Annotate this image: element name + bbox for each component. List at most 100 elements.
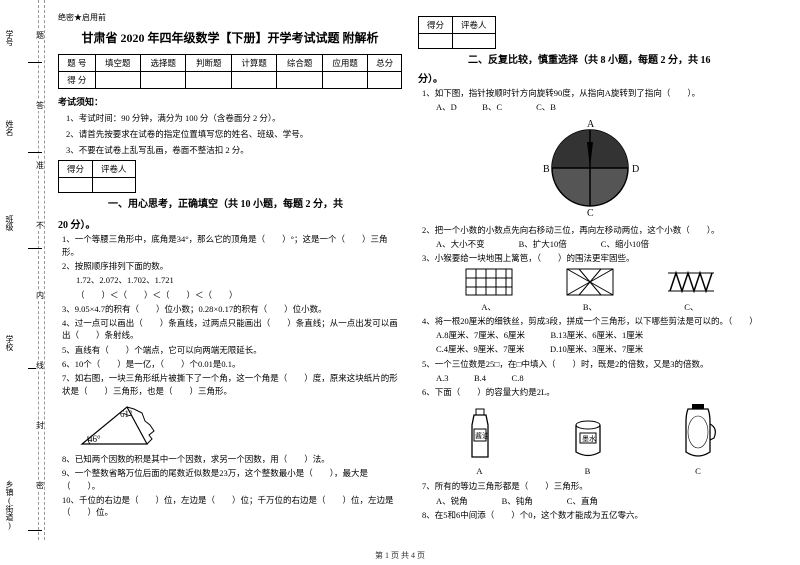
tri-a1: 61° (120, 409, 133, 419)
sc-h-2: 选择题 (141, 55, 186, 72)
sc-h-4: 计算题 (231, 55, 276, 72)
item-c-lab: C (676, 466, 721, 476)
notice-title: 考试须知： (58, 95, 402, 108)
q2: 2、按照顺序排列下面的数。 (62, 260, 402, 272)
sc-v-3 (186, 72, 231, 89)
sc-v-5 (277, 72, 322, 89)
dash-char-1: 答 (36, 100, 44, 111)
sc-h-6: 应用题 (322, 55, 367, 72)
sb2-e1 (419, 34, 453, 49)
svg-text:墨水: 墨水 (582, 434, 596, 443)
dash-char-6: 封 (36, 420, 44, 431)
part2-title-b: 分）。 (418, 70, 762, 85)
circ-D: D (632, 164, 639, 175)
triangle-svg: 61° 46° (72, 399, 162, 449)
part1-title-b: 20 分）。 (58, 216, 402, 231)
r4: 4、将一根20厘米的细铁丝，剪成3段，拼成一个三角形，以下哪些剪法是可以的。（ … (422, 315, 762, 327)
part1-title: 一、用心思考，正确填空（共 10 小题，每题 2 分，共 (108, 195, 402, 210)
svg-text:酱油: 酱油 (475, 431, 489, 440)
r7opts: A、锐角 B、钝角 C、直角 (436, 495, 762, 507)
bind-line-0 (28, 62, 42, 63)
r8: 8、在5和6中间添（ ）个0，这个数才能成为五亿零六。 (422, 509, 762, 521)
r4a: A.8厘米、7厘米、6厘米 B.13厘米、6厘米、1厘米 (436, 329, 762, 341)
item-b-lab: B (563, 466, 613, 476)
bind-label-0: 学号 (4, 30, 15, 46)
sc-v-2 (141, 72, 186, 89)
r2opts: A、大小不变 B、扩大10倍 C、缩小10倍 (436, 238, 762, 250)
sc-v-6 (322, 72, 367, 89)
q3: 3、9.05×4.7的积有（ ）位小数；0.28×0.17的积有（ ）位小数。 (62, 303, 402, 315)
bind-line-2 (28, 248, 42, 249)
pat-c-lab: C、 (666, 301, 716, 313)
dash-line-1 (38, 0, 39, 540)
q7: 7、如右图，一块三角形纸片被撕下了一个角，这一个角是（ ）度，原来这块纸片的形状… (62, 372, 402, 397)
score-table: 题 号 填空题 选择题 判断题 计算题 综合题 应用题 总分 得 分 (58, 54, 402, 89)
bind-label-2: 班级 (4, 215, 15, 231)
q4: 4、过一点可以画出（ ）条直线，过两点只能画出（ ）条直线；从一点出发可以画出（… (62, 317, 402, 342)
bind-line-4 (28, 530, 42, 531)
sc-h-7: 总分 (368, 55, 402, 72)
page-footer: 第 1 页 共 4 页 (0, 550, 800, 561)
item-b: 墨水 B (563, 417, 613, 476)
exam-title: 甘肃省 2020 年四年级数学【下册】开学考试试题 附解析 (58, 29, 402, 46)
circle-figure: A B C D (418, 118, 762, 220)
sb1-c2: 评卷人 (93, 161, 136, 178)
binding-strip: 学号 姓名 班级 学校 乡镇(街道) 题 答 准 不 内 线 封 密 (0, 0, 48, 540)
sb1-e2 (93, 178, 136, 193)
sc-h-5: 综合题 (277, 55, 322, 72)
circ-A: A (587, 119, 595, 130)
dash-char-4: 内 (36, 290, 44, 301)
pat-a-lab: A、 (464, 301, 514, 313)
left-column: 绝密★启用前 甘肃省 2020 年四年级数学【下册】开学考试试题 附解析 题 号… (50, 12, 410, 540)
r1opts: A、D B、C C、B (436, 101, 762, 113)
sc-v-1 (95, 72, 140, 89)
sb2-c1: 得分 (419, 17, 453, 34)
sc-h-1: 填空题 (95, 55, 140, 72)
dash-char-7: 密 (36, 480, 44, 491)
q6: 6、10个（ ）是一亿，（ ）个0.01是0.1。 (62, 358, 402, 370)
triangle-figure: 61° 46° (72, 399, 402, 451)
sc-v-0: 得 分 (59, 72, 96, 89)
right-column: 得分 评卷人 二、反复比较，慎重选择（共 8 小题，每题 2 分，共 16 分）… (410, 12, 770, 540)
q2b: 1.72、2.072、1.702、1.721 (76, 274, 402, 286)
bind-label-3: 学校 (4, 335, 15, 351)
sb2-e2 (453, 34, 496, 49)
item-a: 酱油 A (460, 407, 500, 476)
container-items: 酱油 A 墨水 B C (428, 402, 752, 476)
pat-b: B、 (565, 267, 615, 313)
item-c: C (676, 402, 721, 476)
dash-char-2: 准 (36, 160, 44, 171)
sc-v-4 (231, 72, 276, 89)
notice-2: 2、请首先按要求在试卷的指定位置填写您的姓名、班级、学号。 (66, 128, 402, 141)
bind-line-1 (28, 152, 42, 153)
r4b: C.4厘米、9厘米、7厘米 D.10厘米、3厘米、7厘米 (436, 343, 762, 355)
q9: 9、一个整数省略万位后面的尾数近似数是23万，这个整数最小是（ ），最大是（ ）… (62, 467, 402, 492)
fence-patterns: A、 B、 C、 (438, 267, 742, 313)
q5: 5、直线有（ ）个端点，它可以向两端无限延长。 (62, 344, 402, 356)
secrecy-header: 绝密★启用前 (58, 12, 402, 23)
dash-char-3: 不 (36, 220, 44, 231)
r5: 5、一个三位数是25□，在□中填入（ ）时，既是2的倍数，又是3的倍数。 (422, 358, 762, 370)
sc-v-7 (368, 72, 402, 89)
sc-h-3: 判断题 (186, 55, 231, 72)
score-mini-box-1: 得分 评卷人 (58, 160, 136, 193)
circ-C: C (587, 208, 594, 218)
r5opts: A.3 B.4 C.8 (436, 372, 762, 384)
pat-a: A、 (464, 267, 514, 313)
r7: 7、所有的等边三角形都是（ ）三角形。 (422, 480, 762, 492)
pat-c: C、 (666, 267, 716, 313)
dash-char-5: 线 (36, 360, 44, 371)
q10: 10、千位的右边是（ ）位，左边是（ ）位；千万位的右边是（ ）位，左边是（ ）… (62, 494, 402, 519)
score-mini-box-2: 得分 评卷人 (418, 16, 496, 49)
score-row-header: 题 号 填空题 选择题 判断题 计算题 综合题 应用题 总分 (59, 55, 402, 72)
tri-a2: 46° (88, 434, 101, 444)
r3: 3、小猴要给一块地围上篱笆，（ ）的围法更牢固些。 (422, 252, 762, 264)
r6: 6、下面（ ）的容量大约是2L。 (422, 386, 762, 398)
q8: 8、已知两个因数的积是其中一个因数，求另一个因数，用（ ）法。 (62, 453, 402, 465)
r2: 2、把一个小数的小数点先向右移动三位，再向左移动两位，这个小数（ ）。 (422, 224, 762, 236)
part2-title: 二、反复比较，慎重选择（共 8 小题，每题 2 分，共 16 (468, 51, 762, 66)
notice-1: 1、考试时间：90 分钟，满分为 100 分（含卷面分 2 分）。 (66, 112, 402, 125)
sb2-c2: 评卷人 (453, 17, 496, 34)
bind-label-4: 乡镇(街道) (4, 480, 15, 530)
page: 绝密★启用前 甘肃省 2020 年四年级数学【下册】开学考试试题 附解析 题 号… (0, 0, 800, 540)
